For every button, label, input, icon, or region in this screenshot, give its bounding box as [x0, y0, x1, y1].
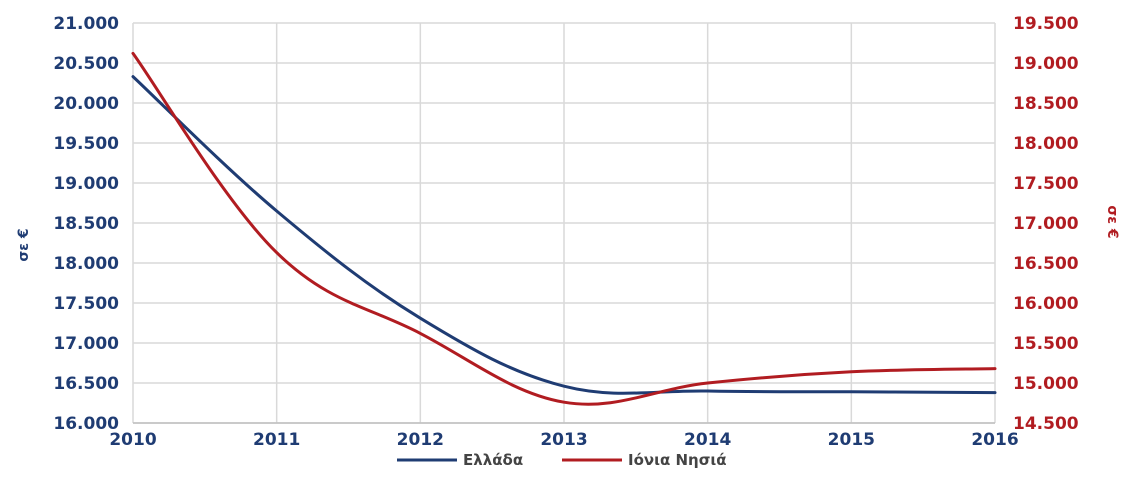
right-y-tick-label: 14.500 — [1013, 414, 1079, 434]
x-tick-label: 2012 — [397, 430, 444, 450]
right-y-tick-label: 19.000 — [1013, 54, 1079, 74]
right-y-tick-label: 17.000 — [1013, 214, 1079, 234]
left-y-axis-label: σε € — [16, 228, 32, 261]
x-tick-label: 2011 — [253, 430, 300, 450]
x-tick-label: 2014 — [684, 430, 731, 450]
left-y-tick-label: 16.500 — [53, 374, 119, 394]
series-line-greece — [131, 75, 997, 395]
right-y-tick-label: 16.000 — [1013, 294, 1079, 314]
right-y-tick-label: 19.500 — [1013, 14, 1079, 34]
left-y-tick-label: 20.000 — [53, 94, 119, 114]
series-lines — [131, 51, 997, 406]
right-y-tick-label: 18.500 — [1013, 94, 1079, 114]
left-y-tick-label: 17.000 — [53, 334, 119, 354]
left-y-tick-label: 16.000 — [53, 414, 119, 434]
right-y-tick-label: 16.500 — [1013, 254, 1079, 274]
left-y-tick-label: 21.000 — [53, 14, 119, 34]
right-y-axis-label: σε € — [1104, 205, 1120, 238]
left-y-tick-label: 19.500 — [53, 134, 119, 154]
left-y-tick-label: 19.000 — [53, 174, 119, 194]
left-y-tick-label: 17.500 — [53, 294, 119, 314]
x-tick-label: 2015 — [828, 430, 875, 450]
x-tick-label: 2016 — [971, 430, 1018, 450]
series-line-ionian-islands — [131, 51, 997, 406]
right-y-tick-label: 18.000 — [1013, 134, 1079, 154]
right-y-axis-ticks: 14.500 15.000 15.500 16.000 16.500 17.000 17.5… — [1013, 14, 1079, 434]
right-y-tick-label: 15.500 — [1013, 334, 1079, 354]
grid — [132, 22, 996, 424]
left-y-tick-label: 18.000 — [53, 254, 119, 274]
legend-label: Ελλάδα — [463, 451, 523, 469]
right-y-tick-label: 15.000 — [1013, 374, 1079, 394]
x-axis-ticks: 2010 2011 2012 2013 2014 2015 2016 — [109, 430, 1018, 450]
x-tick-label: 2010 — [109, 430, 156, 450]
legend: Ελλάδα Ιόνια Νησιά — [397, 451, 727, 469]
left-y-tick-label: 20.500 — [53, 54, 119, 74]
left-y-axis-ticks: 16.000 16.500 17.000 17.500 18.000 18.500 19.0… — [53, 14, 119, 434]
left-y-tick-label: 18.500 — [53, 214, 119, 234]
x-tick-label: 2013 — [540, 430, 587, 450]
right-y-tick-label: 17.500 — [1013, 174, 1079, 194]
legend-label: Ιόνια Νησιά — [628, 451, 727, 469]
